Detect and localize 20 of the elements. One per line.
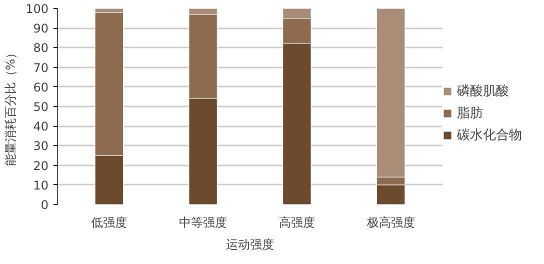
x-tick-label: 低强度: [91, 216, 128, 230]
y-tick-label: 30: [33, 139, 49, 154]
x-tick-label: 高强度: [278, 216, 315, 230]
legend-label: 脂肪: [457, 105, 483, 122]
y-tick-label: 60: [33, 80, 49, 94]
y-axis-title: 能量消耗百分比（%）: [4, 46, 18, 166]
y-tick-label: 10: [33, 178, 49, 192]
x-tick-label: 中等强度: [179, 216, 228, 230]
y-tick-label: 50: [33, 100, 49, 114]
legend-label: 碳水化合物: [457, 127, 522, 144]
y-tick-label: 90: [33, 22, 49, 36]
x-axis-title: 运动强度: [226, 238, 274, 252]
y-tick-label: 40: [33, 120, 49, 134]
y-tick-label: 80: [33, 41, 49, 56]
x-tick-label: 极高强度: [366, 216, 415, 230]
y-tick-label: 100: [26, 2, 48, 16]
y-tick-label: 20: [33, 158, 49, 173]
y-tick-label: 0: [40, 198, 49, 212]
y-tick-label: 70: [33, 60, 49, 75]
legend-label: 磷酸肌酸: [457, 83, 509, 100]
